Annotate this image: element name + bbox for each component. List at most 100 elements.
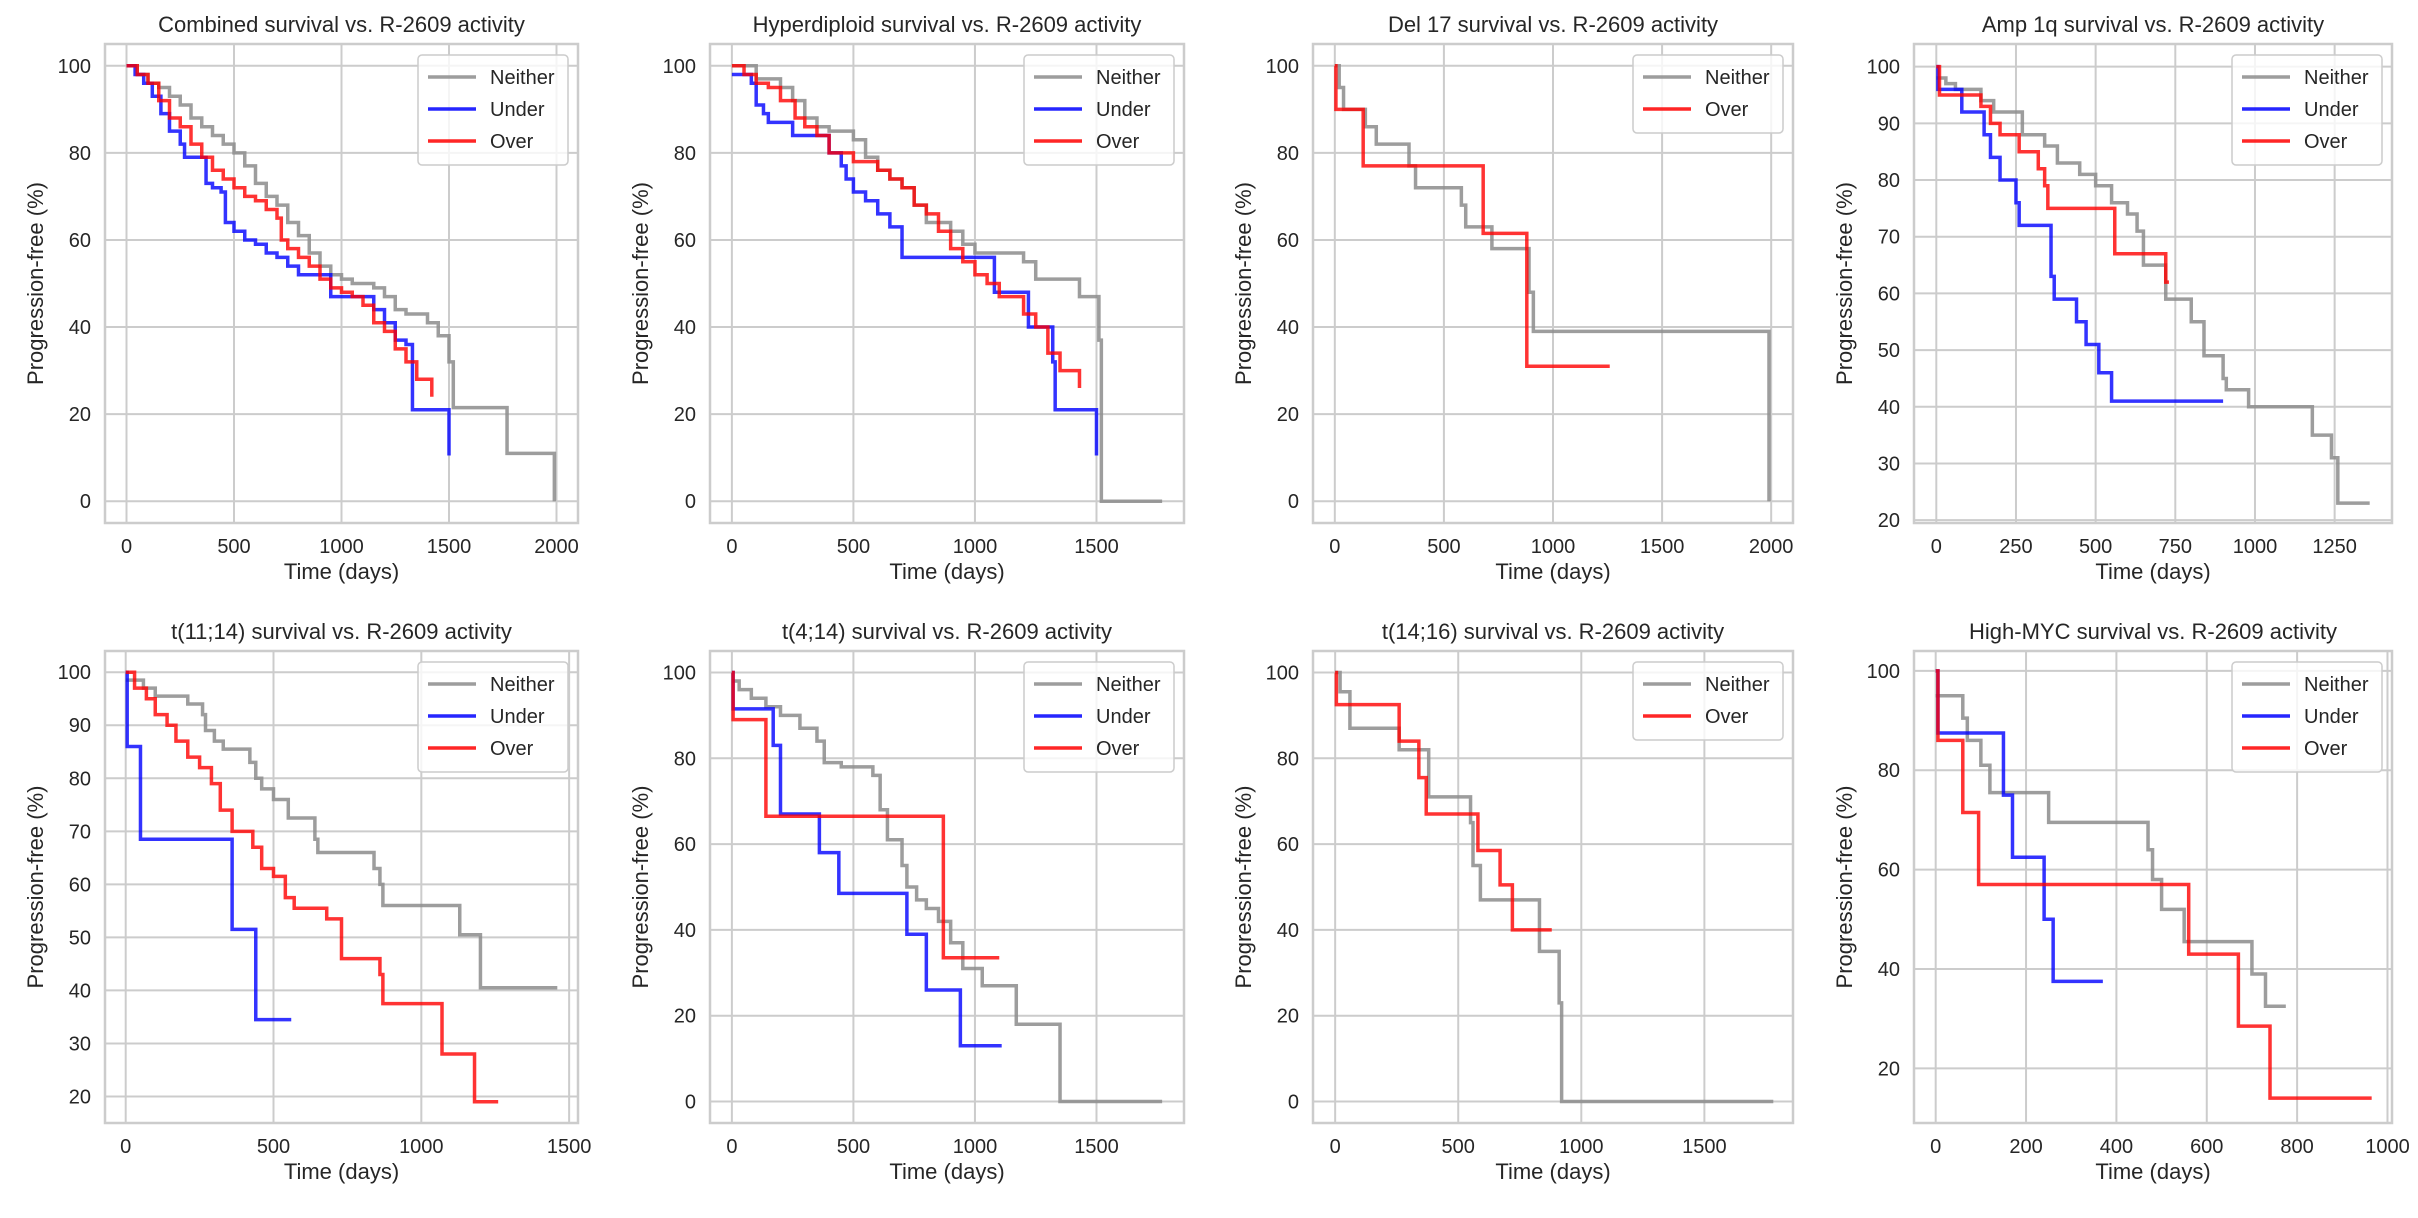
y-tick-label: 80 xyxy=(69,143,91,165)
panel-5: 0 500 1000 1500 0 20 40 60 80 100 t(4;14) survival… xyxy=(628,619,1186,1184)
legend-box xyxy=(2231,54,2383,166)
x-tick-label: 1000 xyxy=(953,1136,998,1158)
x-tick-label: 1500 xyxy=(1074,1136,1119,1158)
legend-label: Under xyxy=(2304,706,2359,728)
y-axis-label: Progression-free (%) xyxy=(628,786,653,989)
y-tick-label: 40 xyxy=(1277,920,1299,942)
x-tick-label: 1500 xyxy=(1640,536,1685,558)
x-tick-label: 1500 xyxy=(547,1136,592,1158)
y-tick-label: 20 xyxy=(69,1086,91,1108)
y-tick-label: 80 xyxy=(1878,760,1900,782)
legend-label: Neither xyxy=(2304,67,2369,89)
series-line-under xyxy=(1936,64,2224,403)
legend-box xyxy=(417,54,569,166)
y-tick-label: 0 xyxy=(685,1092,696,1114)
legend-label: Over xyxy=(1705,99,1749,121)
x-tick-label: 500 xyxy=(837,1136,870,1158)
axes-frame xyxy=(103,42,580,525)
y-tick-label: 60 xyxy=(1277,834,1299,856)
panel-1: 0 500 1000 1500 0 20 40 60 80 100 Hyperdiploid sur… xyxy=(628,12,1186,584)
chart-title: Hyperdiploid survival vs. R-2609 activit… xyxy=(753,12,1142,37)
y-tick-label: 80 xyxy=(69,768,91,790)
x-tick-label: 500 xyxy=(1427,536,1460,558)
series-line-over xyxy=(1936,64,2169,284)
axes-frame xyxy=(1311,42,1795,525)
y-axis-label: Progression-free (%) xyxy=(1231,182,1256,385)
y-tick-label: 100 xyxy=(663,56,696,78)
panel-0: 0 500 1000 1500 2000 0 20 40 60 80 100 Combined sur… xyxy=(23,12,580,584)
x-tick-label: 1000 xyxy=(2233,536,2278,558)
series-line-under xyxy=(126,64,451,456)
y-tick-label: 70 xyxy=(69,821,91,843)
y-tick-label: 40 xyxy=(1878,397,1900,419)
legend: Neither Under Over xyxy=(1023,661,1175,773)
panel-2: 0 500 1000 1500 2000 0 20 40 60 80 100 Del 17 survi… xyxy=(1231,12,1795,584)
y-tick-label: 60 xyxy=(1878,860,1900,882)
y-tick-label: 40 xyxy=(1878,959,1900,981)
legend-label: Neither xyxy=(1705,674,1770,696)
series-line-over xyxy=(731,670,1000,960)
legend-label: Under xyxy=(1096,99,1151,121)
y-tick-label: 100 xyxy=(58,56,91,78)
panel-3: 0 250 500 750 1000 1250 20 30 40 50 60 70 80 90 100 Amp… xyxy=(1832,12,2394,584)
x-tick-label: 500 xyxy=(2079,536,2112,558)
y-tick-label: 30 xyxy=(1878,453,1900,475)
y-tick-label: 70 xyxy=(1878,227,1900,249)
x-tick-label: 250 xyxy=(1999,536,2032,558)
x-tick-label: 1000 xyxy=(1559,1136,1604,1158)
y-tick-label: 80 xyxy=(1878,170,1900,192)
x-tick-label: 0 xyxy=(1931,536,1942,558)
y-tick-label: 0 xyxy=(685,491,696,513)
legend: Neither Over xyxy=(1632,54,1784,134)
y-tick-label: 40 xyxy=(674,317,696,339)
legend-label: Neither xyxy=(1096,67,1161,89)
legend-label: Neither xyxy=(1096,674,1161,696)
x-tick-label: 2000 xyxy=(1749,536,1794,558)
series-line-under xyxy=(1935,669,2103,984)
y-axis-label: Progression-free (%) xyxy=(23,182,48,385)
y-tick-label: 100 xyxy=(663,662,696,684)
axes-frame xyxy=(708,42,1186,525)
y-tick-label: 20 xyxy=(674,1006,696,1028)
x-tick-label: 500 xyxy=(1442,1136,1475,1158)
x-axis-label: Time (days) xyxy=(889,1159,1004,1184)
series-line-under xyxy=(125,670,292,1022)
legend: Neither Under Over xyxy=(417,54,569,166)
y-tick-label: 20 xyxy=(1878,510,1900,532)
chart-title: t(14;16) survival vs. R-2609 activity xyxy=(1382,619,1724,644)
axes-frame xyxy=(1912,42,2394,525)
x-tick-label: 0 xyxy=(121,536,132,558)
y-tick-label: 60 xyxy=(674,230,696,252)
y-tick-label: 40 xyxy=(674,920,696,942)
y-tick-label: 100 xyxy=(1867,57,1900,79)
panel-6: 0 500 1000 1500 0 20 40 60 80 100 t(14;16) surviva… xyxy=(1231,619,1795,1184)
legend-label: Over xyxy=(1096,131,1140,153)
x-tick-label: 1500 xyxy=(1074,536,1119,558)
y-tick-label: 60 xyxy=(1277,230,1299,252)
chart-title: Combined survival vs. R-2609 activity xyxy=(158,12,525,37)
y-tick-label: 50 xyxy=(69,927,91,949)
legend-box xyxy=(1023,661,1175,773)
y-tick-label: 100 xyxy=(1867,661,1900,683)
legend: Neither Under Over xyxy=(1023,54,1175,166)
y-tick-label: 60 xyxy=(1878,283,1900,305)
series-line-over xyxy=(1334,64,1610,368)
legend: Neither Under Over xyxy=(2231,661,2383,773)
y-tick-label: 100 xyxy=(1266,662,1299,684)
legend-label: Under xyxy=(490,99,545,121)
axes-frame xyxy=(708,649,1186,1125)
chart-title: t(11;14) survival vs. R-2609 activity xyxy=(171,619,512,644)
legend: Neither Under Over xyxy=(2231,54,2383,166)
x-tick-label: 750 xyxy=(2159,536,2192,558)
x-axis-label: Time (days) xyxy=(284,1159,399,1184)
y-axis-label: Progression-free (%) xyxy=(1832,786,1857,989)
legend-label: Over xyxy=(490,738,534,760)
x-tick-label: 1000 xyxy=(953,536,998,558)
series-line-over xyxy=(1334,670,1552,932)
x-tick-label: 0 xyxy=(1930,1136,1941,1158)
axes-frame xyxy=(1311,649,1795,1125)
x-tick-label: 1000 xyxy=(399,1136,444,1158)
legend-label: Neither xyxy=(2304,674,2369,696)
legend-box xyxy=(1023,54,1175,166)
